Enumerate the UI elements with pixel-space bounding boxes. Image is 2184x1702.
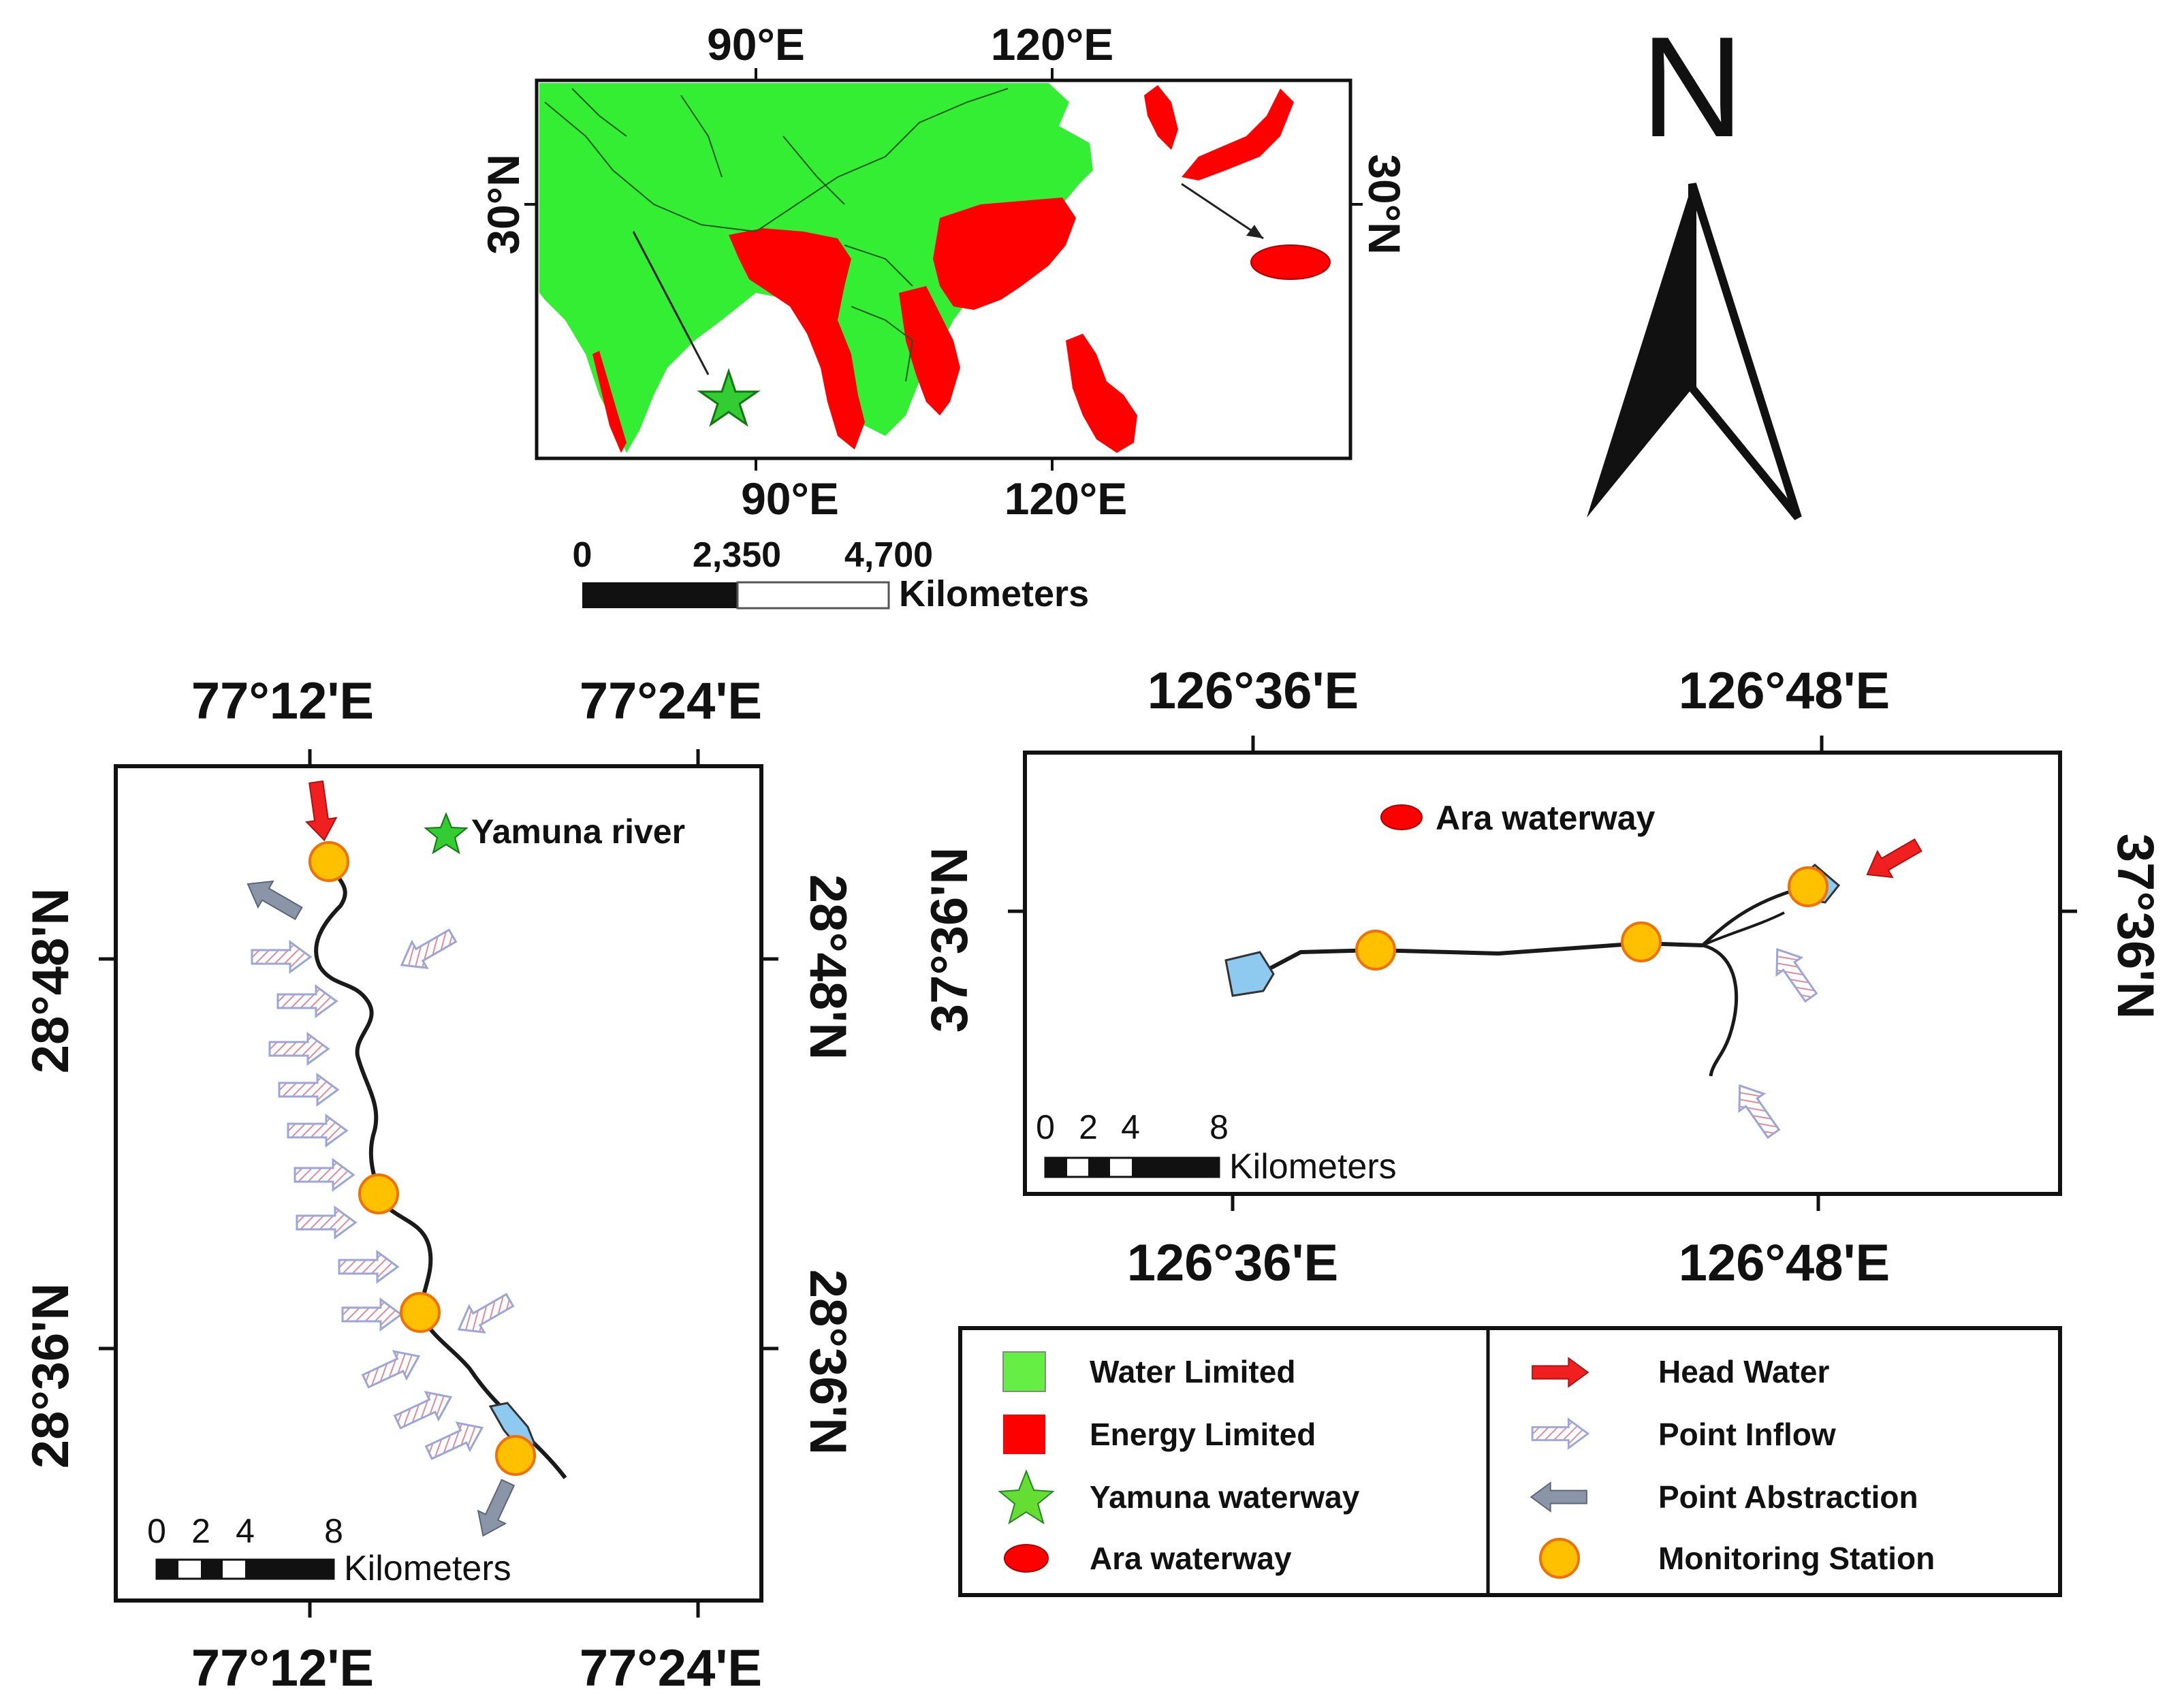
overview-bottom-label-2: 120°E: [1004, 473, 1128, 524]
ara-pointer-line: [1181, 183, 1264, 240]
yamuna-bottom-label-1: 77°12'E: [191, 1639, 374, 1697]
yamuna-monitoring-station: [358, 1173, 399, 1214]
ara-map: 126°36'E 126°48'E 126°36'E 126°48'E 37°3…: [921, 662, 2164, 1292]
ara-scale-bar: 0 2 4 8 Kilometers: [1036, 1108, 1397, 1186]
overview-top-label-2: 120°E: [991, 19, 1114, 69]
overview-left-label: 30°N: [478, 154, 528, 254]
overview-scale-tick-0: 0: [573, 535, 592, 575]
overview-top-label-1: 90°E: [707, 19, 805, 69]
ara-bottom-label-2: 126°48'E: [1679, 1234, 1890, 1292]
legend-box: Water Limited Energy Limited Yamuna wate…: [958, 1326, 2062, 1597]
yamuna-legend-star: [424, 812, 469, 855]
yamuna-location-star: [697, 368, 761, 427]
yamuna-top-label-1: 77°12'E: [191, 672, 374, 730]
ara-scale-tick-2: 4: [1121, 1108, 1140, 1146]
yamuna-map: 77°12'E 77°24'E 77°12'E 77°24'E 28°48'N …: [22, 672, 857, 1697]
legend-ara-marker: [1004, 1544, 1049, 1573]
yamuna-scale-bar: 0 2 4 8 Kilometers: [147, 1512, 511, 1588]
ara-legend-label: Ara waterway: [1436, 799, 1656, 837]
overview-bottom-label-1: 90°E: [741, 473, 839, 524]
ara-top-label-2: 126°48'E: [1679, 662, 1890, 720]
ara-left-label: 37°36'N: [921, 847, 979, 1033]
ara-monitoring-station: [1621, 921, 1662, 962]
yamuna-legend-label: Yamuna river: [471, 813, 685, 851]
ara-right-label: 37°36'N: [2106, 834, 2164, 1019]
overview-scale-bar: 0 2,350 4,700 Kilometers: [573, 535, 1090, 614]
ara-scale-tick-0: 0: [1036, 1108, 1055, 1146]
yamuna-bottom-label-2: 77°24'E: [580, 1639, 762, 1697]
yamuna-pointer-line: [632, 231, 710, 375]
country-borders: [544, 88, 1009, 382]
ara-scale-tick-1: 2: [1079, 1108, 1098, 1146]
energy-limited-philippines: [1066, 334, 1137, 453]
ara-scale-tick-3: 8: [1209, 1108, 1229, 1146]
north-arrow: N: [1587, 7, 1802, 520]
north-label: N: [1641, 7, 1744, 167]
ara-bottom-label-1: 126°36'E: [1127, 1234, 1339, 1292]
energy-limited-himalaya: [729, 228, 865, 450]
yamuna-scale-tick-1: 2: [191, 1512, 210, 1550]
legend-monitoring-station: [1539, 1538, 1580, 1579]
energy-limited-southeast-asia: [899, 286, 960, 415]
energy-limited-japan: [1144, 85, 1294, 180]
legend-water-limited-swatch: [1002, 1351, 1046, 1392]
energy-limited-east-china: [933, 198, 1076, 310]
yamuna-scale-unit: Kilometers: [344, 1549, 511, 1588]
legend-label-point-abstraction: Point Abstraction: [1658, 1479, 1918, 1515]
legend-label-head-water: Head Water: [1658, 1354, 1829, 1389]
yamuna-left-label-2: 28°36'N: [22, 1283, 80, 1468]
yamuna-scale-tick-2: 4: [236, 1512, 255, 1550]
yamuna-scale-tick-3: 8: [324, 1512, 343, 1550]
overview-scale-tick-2: 4,700: [844, 535, 933, 575]
legend-energy-limited-swatch: [1003, 1415, 1045, 1454]
legend-label-water-limited: Water Limited: [1090, 1354, 1295, 1389]
overview-scale-tick-1: 2,350: [693, 535, 781, 575]
yamuna-top-label-2: 77°24'E: [580, 672, 762, 730]
overview-map: 90°E 120°E 90°E 120°E 30°N 30°N 0 2,350 …: [478, 19, 1410, 614]
ara-top-label-1: 126°36'E: [1148, 662, 1359, 720]
ara-branch-mid: [1702, 911, 1785, 947]
ara-location-marker: [1250, 245, 1331, 280]
legend-label-monitoring-station: Monitoring Station: [1658, 1541, 1935, 1576]
legend-yamuna-star: [998, 1469, 1055, 1525]
yamuna-monitoring-station: [495, 1435, 536, 1476]
ara-monitoring-station: [1355, 930, 1396, 971]
legend-label-point-inflow: Point Inflow: [1658, 1417, 1836, 1452]
ara-legend-marker: [1380, 804, 1423, 830]
yamuna-monitoring-station: [308, 841, 349, 882]
yamuna-right-label-1: 28°48'N: [799, 874, 857, 1060]
ara-scale-unit: Kilometers: [1229, 1147, 1397, 1186]
energy-limited-india-coast: [592, 351, 627, 453]
ara-west-basin: [1224, 951, 1275, 997]
overview-right-label: 30°N: [1359, 154, 1410, 254]
ara-monitoring-station: [1788, 866, 1829, 907]
yamuna-left-label-1: 28°48'N: [22, 888, 80, 1073]
legend-label-ara-waterway: Ara waterway: [1090, 1541, 1292, 1576]
legend-label-yamuna-waterway: Yamuna waterway: [1090, 1479, 1360, 1515]
legend-label-energy-limited: Energy Limited: [1090, 1417, 1316, 1452]
overview-scale-unit: Kilometers: [899, 573, 1089, 614]
yamuna-river: [314, 859, 567, 1479]
yamuna-monitoring-station: [400, 1292, 441, 1333]
ara-branch-south: [1702, 943, 1739, 1077]
yamuna-right-label-2: 28°36'N: [799, 1270, 857, 1455]
yamuna-scale-tick-0: 0: [147, 1512, 166, 1550]
